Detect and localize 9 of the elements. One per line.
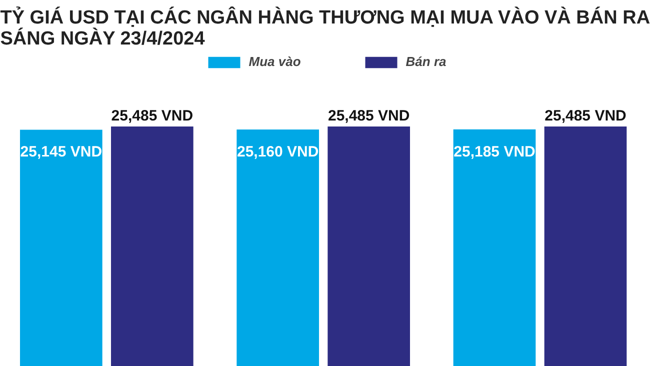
data-label: 25,185 VND [454,143,536,160]
data-label: 25,145 VND [20,144,102,161]
data-label: 25,485 VND [544,108,627,124]
chart-title: TỶ GIÁ USD TẠI CÁC NGÂN HÀNG THƯƠNG MẠI MUA VÀO VÀ BÁN RA SÁNG NGÀY 23/4/2024 [0,6,650,50]
data-label: 25,485 VND [328,108,410,124]
legend-label: Bán ra [406,54,446,69]
data-label: 25,485 VND [111,108,194,124]
data-label: 25,160 VND [236,144,319,161]
legend-label: Mua vào [248,54,301,69]
